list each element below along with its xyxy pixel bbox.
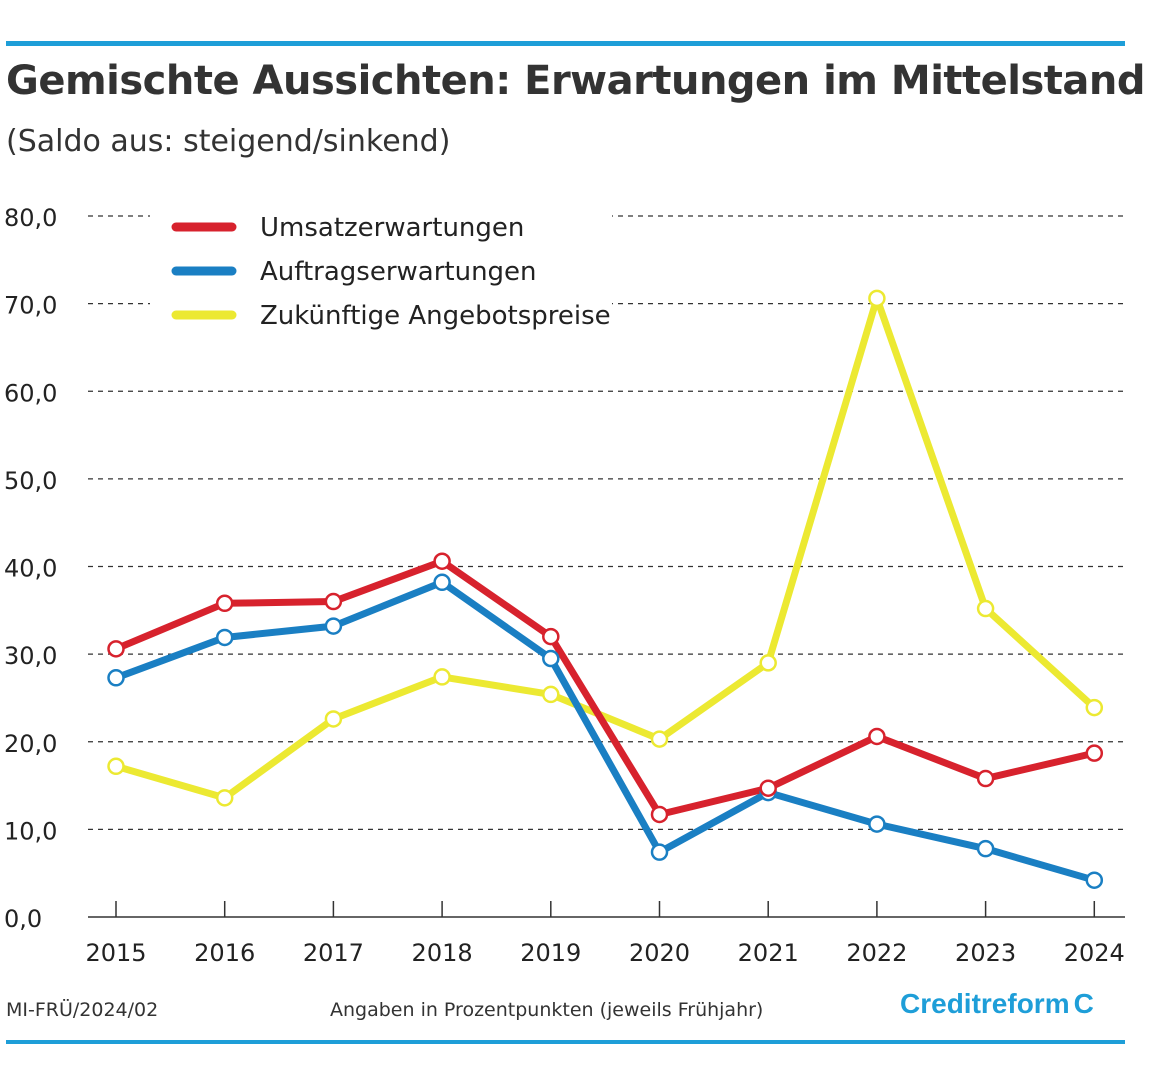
- x-tick-label: 2017: [303, 939, 364, 967]
- data-point: [215, 789, 234, 807]
- data-point: [759, 779, 777, 797]
- data-point: [542, 685, 560, 704]
- data-point: [759, 654, 777, 672]
- data-point: [868, 727, 886, 746]
- series-line: [112, 294, 1098, 802]
- data-point: [107, 669, 125, 687]
- y-tick-label: 50,0: [4, 467, 57, 495]
- data-point: [433, 668, 451, 686]
- data-point: [868, 289, 886, 308]
- x-tick-label: 2019: [520, 939, 581, 967]
- data-point: [215, 628, 234, 647]
- y-tick-label: 40,0: [4, 555, 57, 583]
- data-point: [107, 640, 125, 658]
- logo-mark-icon: C: [1073, 988, 1094, 1019]
- y-tick-label: 30,0: [4, 642, 57, 670]
- data-point: [324, 617, 343, 635]
- y-tick-label: 0,0: [4, 905, 42, 933]
- y-tick-label: 20,0: [4, 730, 57, 758]
- data-point: [107, 757, 125, 776]
- data-point: [650, 730, 669, 748]
- logo-text: Creditreform: [900, 988, 1070, 1019]
- data-point: [1085, 744, 1104, 762]
- x-tick-label: 2023: [955, 939, 1016, 967]
- legend-label: Zukünftige Angebotspreise: [260, 301, 611, 331]
- chart-title: Gemischte Aussichten: Erwartungen im Mit…: [6, 58, 1146, 104]
- data-point: [215, 594, 234, 613]
- chart-subtitle: (Saldo aus: steigend/sinkend): [6, 124, 451, 159]
- data-point: [433, 552, 451, 570]
- y-tick-label: 80,0: [4, 204, 57, 232]
- x-tick-label: 2015: [85, 939, 146, 967]
- x-tick-label: 2020: [629, 939, 690, 967]
- x-tick-label: 2022: [846, 939, 907, 967]
- data-point: [1085, 871, 1104, 889]
- data-point: [868, 815, 886, 833]
- data-point: [542, 649, 560, 668]
- data-point: [976, 769, 995, 788]
- data-point: [976, 599, 995, 618]
- x-tick-label: 2018: [412, 939, 473, 967]
- legend-label: Umsatzerwartungen: [260, 213, 524, 243]
- top-accent-bar: [6, 41, 1125, 46]
- creditreform-logo: Creditreform C: [900, 988, 1094, 1020]
- data-point: [324, 592, 343, 611]
- legend-label: Auftragserwartungen: [260, 257, 537, 287]
- data-point: [650, 805, 669, 824]
- series-line: [112, 557, 1098, 818]
- series-line: [112, 578, 1098, 884]
- line-chart: 0,0 10,0 20,0 30,0 40,0 50,0 60,0 70,0 80,0 2015 2…: [4, 204, 1125, 967]
- data-point: [433, 573, 451, 592]
- y-tick-label: 70,0: [4, 292, 57, 320]
- data-point: [1085, 698, 1104, 717]
- footer-note: Angaben in Prozentpunkten (jeweils Frühj…: [330, 999, 764, 1021]
- y-tick-label: 60,0: [4, 379, 57, 407]
- data-point: [542, 627, 560, 646]
- data-point: [650, 843, 669, 861]
- x-tick-label: 2016: [194, 939, 255, 967]
- y-tick-label: 10,0: [4, 817, 57, 845]
- data-point: [976, 839, 995, 858]
- data-point: [324, 710, 343, 728]
- x-tick-label: 2024: [1064, 939, 1125, 967]
- x-tick-label: 2021: [738, 939, 799, 967]
- bottom-accent-bar: [6, 1040, 1125, 1044]
- source-code: MI-FRÜ/2024/02: [6, 999, 159, 1021]
